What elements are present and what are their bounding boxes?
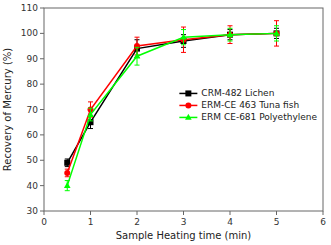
error-bar [181,30,186,45]
x-tick-label: 5 [274,217,280,227]
y-tick [40,33,44,34]
error-cap [274,25,279,26]
point [227,31,234,37]
y-tick-label: 30 [27,206,39,216]
error-bar [135,47,140,65]
error-cap [274,40,279,41]
error-cap [228,40,233,41]
error-cap [65,176,70,177]
y-tick-label: 100 [21,28,38,38]
error-bar [274,26,279,41]
x-tick-label: 0 [41,217,47,227]
error-cap [135,37,140,38]
x-tick-label: 3 [181,217,187,227]
error-cap [228,43,233,44]
y-tick-label: 60 [27,130,39,140]
x-tick [90,211,91,215]
error-bar [228,26,233,44]
point [64,170,70,176]
x-tick [276,211,277,215]
point [64,160,70,166]
y-tick [40,160,44,161]
plot-frame [44,8,323,211]
y-tick [40,211,44,212]
x-tick-label: 1 [88,217,94,227]
error-cap [228,25,233,26]
error-cap [65,190,70,191]
error-cap [135,47,140,48]
y-axis-label: Recovery of Mercury (%) [2,48,13,171]
legend-label: CRM-482 Lichen [201,88,274,98]
legend-marker [185,114,192,120]
x-axis-label: Sample Heating time (min) [116,230,252,241]
legend: CRM-482 Lichen ERM-CE 463 Tuna fish ERM CE… [179,88,317,122]
error-cap [88,128,93,129]
y-tick-label: 110 [21,3,38,13]
y-tick [40,84,44,85]
legend-marker [185,102,191,108]
y-tick [40,134,44,135]
error-cap [274,46,279,47]
point [134,53,141,59]
x-tick [44,211,45,215]
legend-label: ERM CE-681 Polyethylene [201,112,317,122]
error-cap [181,44,186,45]
error-cap [181,27,186,28]
error-cap [88,108,93,109]
point [180,34,187,40]
legend-marker [185,90,191,96]
error-bar [65,159,70,167]
series [64,21,279,177]
x-tick-label: 4 [227,217,233,227]
y-tick-label: 80 [27,79,39,89]
error-bar [274,21,279,46]
error-bar [181,27,186,52]
error-cap [88,101,93,102]
y-tick-label: 40 [27,181,39,191]
point [64,182,71,188]
error-cap [135,65,140,66]
error-cap [181,52,186,53]
legend-label: ERM-CE 463 Tuna fish [201,100,299,110]
error-stem [183,27,184,52]
x-tick [230,211,231,215]
error-cap [228,28,233,29]
point [273,30,280,36]
point [87,111,94,117]
x-tick [323,211,324,215]
x-tick-label: 6 [320,217,326,227]
y-tick-label: 70 [27,105,39,115]
y-tick [40,109,44,110]
chart: 0 1 2 3 4 5 6 30 40 50 60 70 80 90 100 110 Sample Heatin… [0,0,331,245]
series [64,28,279,166]
error-cap [181,29,186,30]
y-tick [40,8,44,9]
error-bar [228,28,233,41]
y-tick-label: 50 [27,155,39,165]
error-cap [274,20,279,21]
y-tick [40,185,44,186]
x-tick [183,211,184,215]
x-tick-label: 2 [134,217,140,227]
x-tick [137,211,138,215]
y-tick [40,58,44,59]
y-tick-label: 90 [27,54,39,64]
